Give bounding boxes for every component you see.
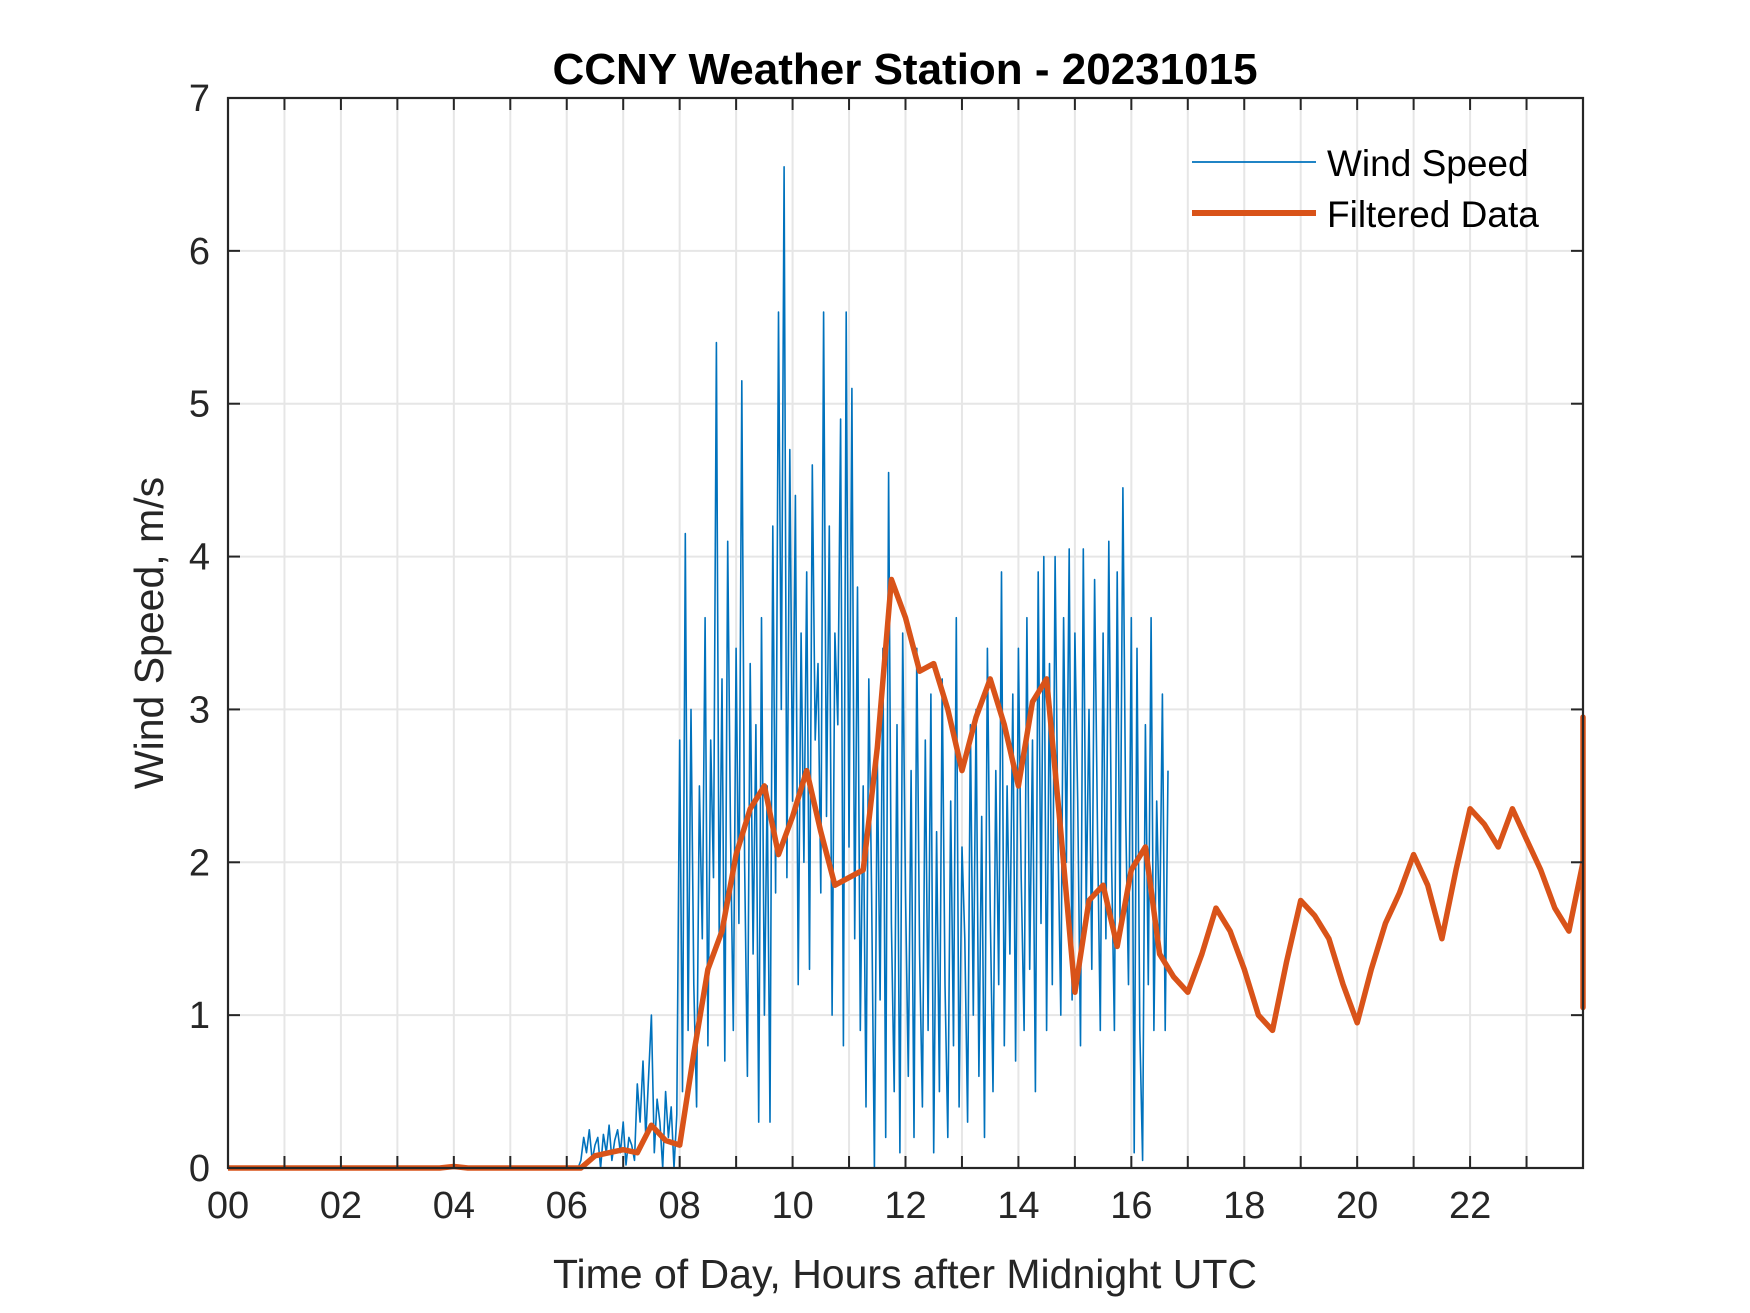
x-tick-label: 06 bbox=[546, 1185, 588, 1227]
x-axis-label: Time of Day, Hours after Midnight UTC bbox=[553, 1251, 1257, 1297]
y-axis-label: Wind Speed, m/s bbox=[126, 477, 172, 789]
grid bbox=[228, 98, 1583, 1168]
y-tick-label: 4 bbox=[189, 537, 210, 579]
x-tick-label: 16 bbox=[1110, 1185, 1152, 1227]
y-tick-label: 7 bbox=[189, 78, 210, 120]
y-tick-label: 6 bbox=[189, 231, 210, 273]
y-tick-label: 5 bbox=[189, 384, 210, 426]
legend-label-wind-speed: Wind Speed bbox=[1327, 143, 1529, 184]
x-tick-label: 18 bbox=[1223, 1185, 1265, 1227]
x-tick-label: 02 bbox=[320, 1185, 362, 1227]
y-tick-label: 1 bbox=[189, 995, 210, 1037]
x-tick-label: 12 bbox=[884, 1185, 926, 1227]
x-tick-label: 20 bbox=[1336, 1185, 1378, 1227]
y-tick-label: 0 bbox=[189, 1148, 210, 1190]
legend: Wind Speed Filtered Data bbox=[1192, 143, 1539, 235]
axes bbox=[226, 96, 1585, 1170]
x-tick-label: 14 bbox=[997, 1185, 1039, 1227]
y-axis-ticks: 0 1 2 3 4 5 6 7 bbox=[189, 78, 210, 1190]
chart-title: CCNY Weather Station - 20231015 bbox=[552, 45, 1257, 94]
x-tick-label: 10 bbox=[771, 1185, 813, 1227]
x-axis-ticks: 00 02 04 06 08 10 12 14 16 18 20 22 bbox=[207, 1185, 1491, 1227]
x-tick-label: 08 bbox=[659, 1185, 701, 1227]
x-tick-label: 00 bbox=[207, 1185, 249, 1227]
legend-label-filtered-data: Filtered Data bbox=[1327, 194, 1539, 235]
x-tick-label: 04 bbox=[433, 1185, 475, 1227]
y-tick-label: 3 bbox=[189, 689, 210, 731]
x-tick-label: 22 bbox=[1449, 1185, 1491, 1227]
y-tick-label: 2 bbox=[189, 842, 210, 884]
